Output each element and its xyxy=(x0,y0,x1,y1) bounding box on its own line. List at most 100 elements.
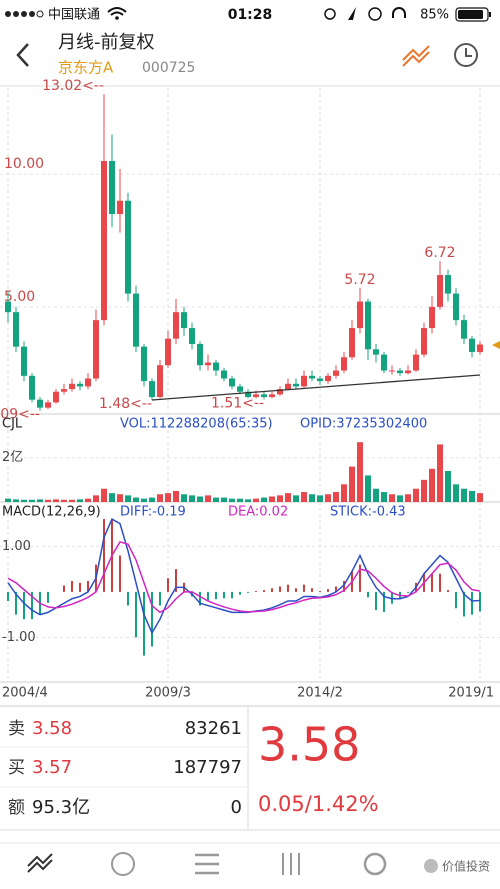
candle-body xyxy=(229,378,235,387)
back-button[interactable] xyxy=(16,43,29,67)
candle-body xyxy=(477,344,483,352)
candle-body xyxy=(173,312,179,339)
battery-level xyxy=(458,10,483,19)
volume-bar xyxy=(261,497,267,502)
volume-bar xyxy=(357,442,363,502)
candle-body xyxy=(293,383,299,387)
tab-gear[interactable] xyxy=(363,852,387,876)
volume-bar xyxy=(29,499,35,502)
candle-body xyxy=(357,301,363,329)
volume-bar xyxy=(53,499,59,502)
tab-palette[interactable] xyxy=(111,852,135,876)
volume-bar xyxy=(221,497,227,502)
stock-code: 000725 xyxy=(142,60,195,76)
volume-bar xyxy=(293,495,299,502)
y-tick-label: 5.00 xyxy=(4,289,35,305)
volume-bar xyxy=(461,488,467,502)
candle-body xyxy=(437,275,443,307)
macd-line xyxy=(7,518,481,635)
trend-line xyxy=(151,374,481,401)
candle-body xyxy=(237,386,243,392)
volume-bar xyxy=(285,493,291,502)
time: 01:28 xyxy=(228,7,273,23)
candle-body xyxy=(389,370,395,372)
volume-bar xyxy=(213,497,219,502)
buy-price: 3.57 xyxy=(32,757,72,778)
volume-bar xyxy=(173,490,179,502)
candle-body xyxy=(21,346,27,376)
volume-bar xyxy=(61,499,67,502)
indicator-title: CJL xyxy=(2,417,23,432)
candle-body xyxy=(141,346,147,382)
x-tick-label: 2004/4 xyxy=(2,686,48,701)
carrier: 中国联通 xyxy=(48,8,100,23)
volume-bar xyxy=(117,494,123,502)
volume-bar xyxy=(205,495,211,502)
indicator-title: MACD(12,26,9) xyxy=(2,505,101,520)
sell-volume: 83261 xyxy=(185,718,242,739)
extreme-label: 1.09<-- xyxy=(0,407,40,423)
volume-bar xyxy=(469,490,475,502)
candle-body xyxy=(45,402,51,408)
status-bar: 中国联通 01:28 85% xyxy=(5,7,491,23)
volume-bar xyxy=(381,492,387,502)
candle-body xyxy=(381,354,387,371)
price-change: 0.05/1.42% xyxy=(258,792,379,816)
extreme-label: 6.72 xyxy=(424,245,455,261)
last-price: 3.58 xyxy=(258,718,360,772)
x-tick-label: 2019/1 xyxy=(448,686,494,701)
indicator-legend: VOL:112288208(65:35) xyxy=(120,417,273,432)
volume-bar xyxy=(397,495,403,502)
candle-body xyxy=(165,338,171,366)
buy-label: 买 xyxy=(8,758,25,778)
volume-bar xyxy=(77,499,83,502)
legend-entry: DIFF:-0.19 xyxy=(120,505,186,520)
tab-settings[interactable] xyxy=(282,853,300,875)
volume-bar xyxy=(269,496,275,502)
tab-menu[interactable] xyxy=(195,853,219,875)
extreme-label: 1.48<-- xyxy=(99,396,152,412)
volume-bar xyxy=(181,494,187,502)
history-button[interactable] xyxy=(454,43,478,67)
indicator-button[interactable] xyxy=(402,45,430,67)
candle-body xyxy=(157,365,163,398)
quote-panel: 卖 3.58 83261 买 3.57 187797 额 95.3亿 0 3.5… xyxy=(0,706,500,831)
volume-bar xyxy=(197,496,203,502)
x-tick-label: 2009/3 xyxy=(145,686,191,701)
y-tick-label: -1.00 xyxy=(2,630,36,645)
volume-bar xyxy=(45,499,51,502)
candle-body xyxy=(301,375,307,387)
battery-cap xyxy=(489,12,491,17)
buy-volume: 187797 xyxy=(173,757,242,778)
volume-bar xyxy=(125,495,131,502)
candle-body xyxy=(5,301,11,313)
tab-chart[interactable] xyxy=(27,853,53,873)
candle-body xyxy=(309,375,315,379)
candle-body xyxy=(277,389,283,395)
volume-bar xyxy=(21,499,27,502)
volume-bar xyxy=(253,498,259,502)
volume-bar xyxy=(333,492,339,502)
volume-bar xyxy=(301,492,307,502)
candle-body xyxy=(29,375,35,400)
candle-body xyxy=(93,320,99,379)
sell-price: 3.58 xyxy=(32,718,72,739)
candle-body xyxy=(317,378,323,382)
candle-body xyxy=(53,391,59,403)
kline-chart[interactable]: 2004/4 2009/3 2014/2 2019/1 10.00 5.00 13.02<-… xyxy=(0,78,500,701)
volume-bar xyxy=(157,494,163,502)
volume-bar xyxy=(69,499,75,502)
candle-body xyxy=(373,349,379,355)
volume-bar xyxy=(229,498,235,502)
volume-bar xyxy=(101,488,107,502)
candle-body xyxy=(133,293,139,347)
x-tick-label: 2014/2 xyxy=(297,686,343,701)
candle-body xyxy=(325,375,331,382)
candle-body xyxy=(365,301,371,350)
volume-bar xyxy=(85,498,91,502)
watermark-icon xyxy=(424,859,438,873)
candle-body xyxy=(445,275,451,294)
candle-body xyxy=(245,391,251,398)
extreme-label: 1.51<-- xyxy=(211,395,264,411)
candle-body xyxy=(421,328,427,355)
